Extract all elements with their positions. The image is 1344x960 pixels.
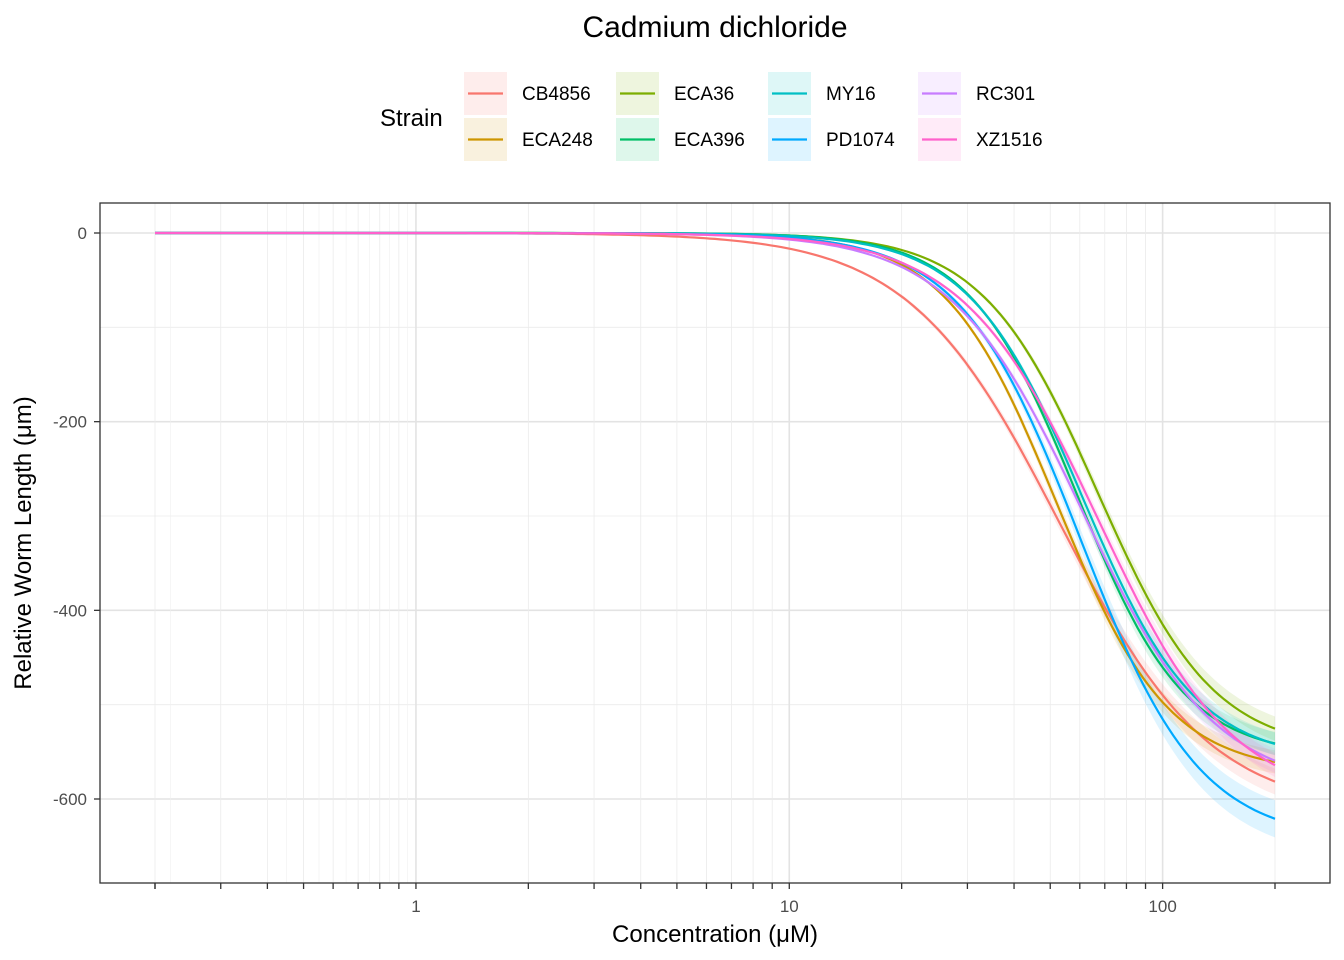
- panel-border: [99, 202, 1331, 884]
- legend-item-my16: MY16: [768, 72, 876, 115]
- y-axis-title: Relative Worm Length (μm): [10, 396, 37, 689]
- series-lines: [155, 231, 1276, 820]
- legend-label: ECA396: [674, 130, 745, 151]
- legend-label: ECA248: [522, 130, 593, 151]
- y-tick-label: 0: [78, 224, 87, 243]
- plot-panel: [99, 202, 1331, 884]
- grid-lines: [100, 203, 1330, 883]
- legend-item-eca248: ECA248: [464, 118, 593, 161]
- legend-label: PD1074: [826, 130, 895, 151]
- y-tick-label: -200: [53, 413, 87, 432]
- line-xz1516: [155, 231, 1276, 767]
- y-tick-label: -600: [53, 790, 87, 809]
- x-axis-title: Concentration (μM): [612, 921, 818, 948]
- x-tick-label: 1: [411, 897, 420, 916]
- legend-item-eca36: ECA36: [616, 72, 734, 115]
- panel-background: [100, 203, 1330, 883]
- legend-label: ECA36: [674, 84, 734, 105]
- y-tick-label: -400: [53, 601, 87, 620]
- legend-label: RC301: [976, 84, 1035, 105]
- legend-item-eca396: ECA396: [616, 118, 745, 161]
- legend-item-rc301: RC301: [918, 72, 1035, 115]
- chart-title: Cadmium dichloride: [582, 11, 847, 44]
- legend-label: MY16: [826, 84, 876, 105]
- x-tick-label: 100: [1148, 897, 1176, 916]
- x-tick-label: 10: [780, 897, 799, 916]
- legend-item-cb4856: CB4856: [464, 72, 591, 115]
- x-axis: 1 10 100: [154, 883, 1276, 916]
- legend: Strain CB4856 ECA248 ECA36 ECA396 MY16 PD1074…: [380, 72, 1043, 161]
- y-axis: 0 -200 -400 -600: [53, 224, 100, 809]
- legend-title: Strain: [380, 105, 443, 132]
- legend-label: CB4856: [522, 84, 591, 105]
- legend-item-xz1516: XZ1516: [918, 118, 1043, 161]
- legend-label: XZ1516: [976, 130, 1043, 151]
- legend-item-pd1074: PD1074: [768, 118, 895, 161]
